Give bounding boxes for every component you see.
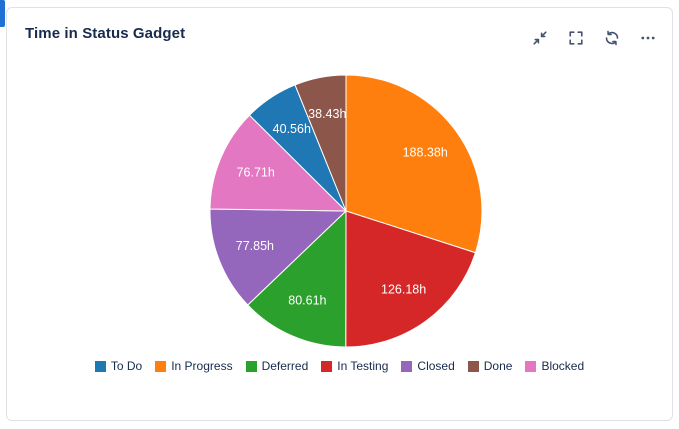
legend-swatch-done: [467, 360, 479, 372]
legend-swatch-closed: [401, 360, 413, 372]
pie-slice-done[interactable]: [294, 74, 347, 212]
pie-slice-value-label-blocked: 76.71h: [237, 165, 275, 179]
legend-swatch-deferred: [245, 360, 257, 372]
legend-label-to-do: To Do: [110, 359, 143, 373]
fullscreen-button[interactable]: [566, 28, 586, 48]
legend-item-in-progress[interactable]: In Progress: [155, 359, 233, 373]
ellipsis-icon: [640, 30, 656, 46]
collapse-arrows-icon: [532, 30, 548, 46]
pie-slice-value-label-to-do: 40.56h: [273, 122, 311, 136]
fullscreen-icon: [568, 30, 584, 46]
legend-label-in-progress: In Progress: [171, 359, 233, 373]
time-in-status-gadget-card: Time in Status Gadget: [6, 7, 673, 421]
gadget-title: Time in Status Gadget: [25, 25, 186, 42]
gadget-header-actions: [530, 28, 658, 48]
legend-item-in-testing[interactable]: In Testing: [321, 359, 388, 373]
pie-slice-value-label-in-progress: 188.38h: [403, 146, 448, 160]
legend-label-deferred: Deferred: [261, 359, 309, 373]
chart-legend: To Do In Progress Deferred In Testing Closed…: [7, 359, 672, 373]
legend-label-blocked: Blocked: [541, 359, 585, 373]
pie-slice-deferred[interactable]: [247, 209, 347, 348]
collapse-button[interactable]: [530, 28, 550, 48]
refresh-icon: [604, 30, 620, 46]
legend-item-done[interactable]: Done: [467, 359, 513, 373]
legend-item-deferred[interactable]: Deferred: [245, 359, 309, 373]
pie-slice-value-label-done: 38.43h: [308, 107, 346, 121]
pie-slice-blocked[interactable]: [209, 114, 348, 212]
legend-swatch-to-do: [94, 360, 106, 372]
pie-slice-value-label-deferred: 80.61h: [288, 293, 326, 307]
legend-item-closed[interactable]: Closed: [401, 359, 455, 373]
legend-swatch-blocked: [525, 360, 537, 372]
gadget-header: Time in Status Gadget: [7, 8, 672, 54]
pie-slice-value-label-in-testing: 126.18h: [381, 282, 426, 296]
legend-item-blocked[interactable]: Blocked: [525, 359, 584, 373]
more-options-button[interactable]: [638, 28, 658, 48]
pie-slice-closed[interactable]: [209, 208, 348, 306]
legend-swatch-in-testing: [321, 360, 333, 372]
legend-label-in-testing: In Testing: [337, 359, 389, 373]
legend-label-done: Done: [483, 359, 513, 373]
legend-swatch-in-progress: [155, 360, 167, 372]
legend-label-closed: Closed: [417, 359, 455, 373]
legend-item-to-do[interactable]: To Do: [94, 359, 143, 373]
time-in-status-pie-chart: 188.38h 126.18h 80.61h 77.85h 76.71h 40.56h38…: [209, 74, 483, 348]
pie-slice-in-progress[interactable]: [345, 74, 483, 254]
left-accent-bar: [0, 0, 5, 27]
pie-slice-value-label-closed: 77.85h: [236, 239, 274, 253]
pie-slice-in-testing[interactable]: [345, 210, 477, 348]
refresh-button[interactable]: [602, 28, 622, 48]
